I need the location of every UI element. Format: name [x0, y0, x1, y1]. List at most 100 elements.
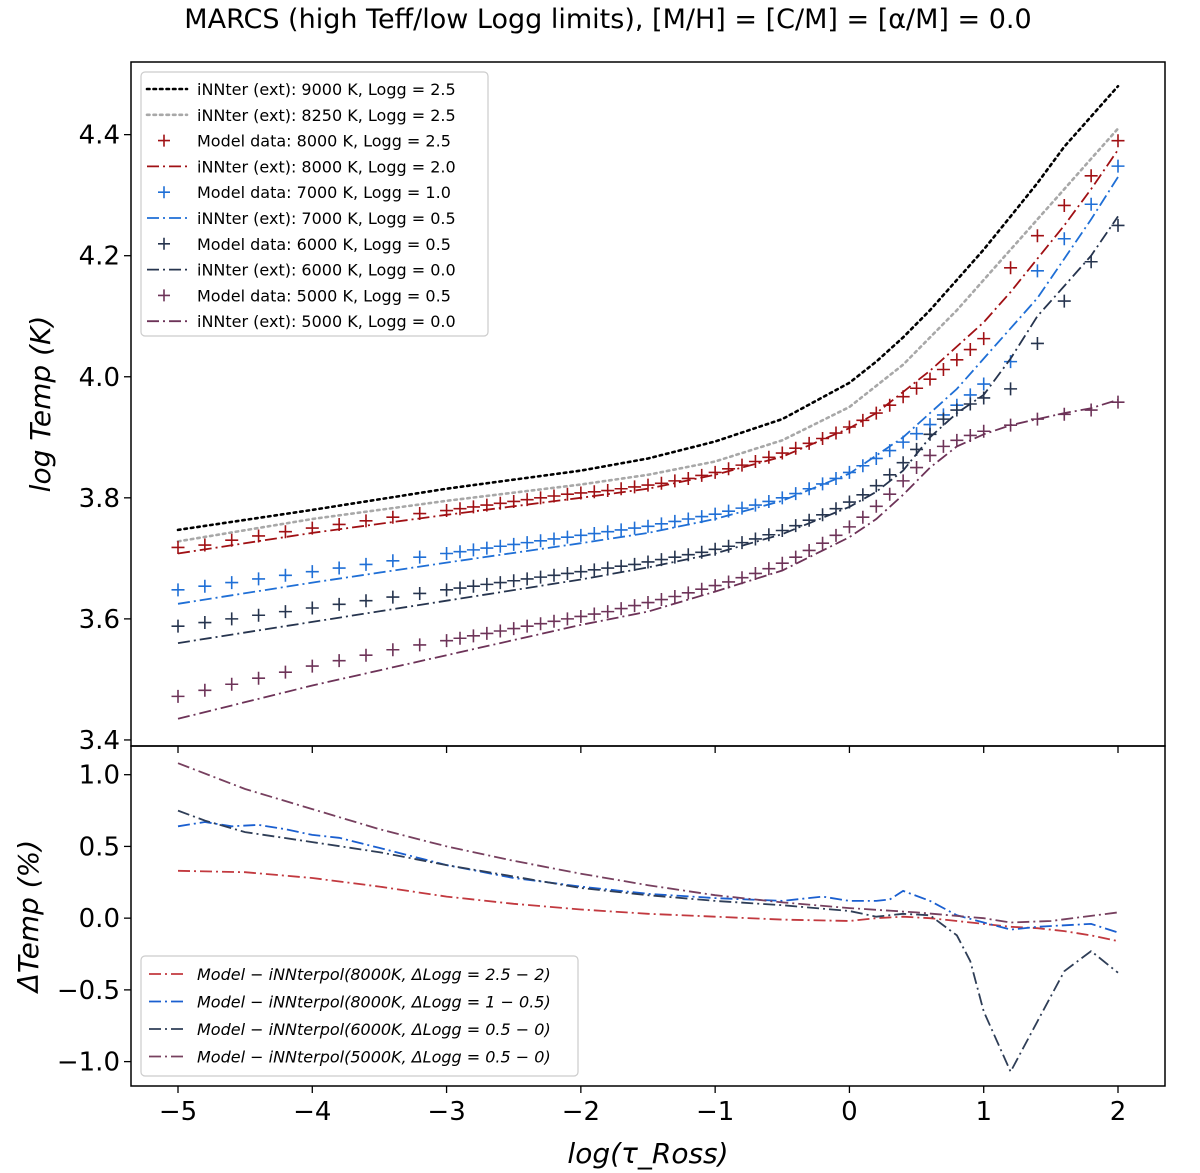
data-point-marker	[1084, 169, 1098, 183]
bottom-panel: −5 −4 −3 −2 −1 0 1 2 −1.0 −0.5 0.0 0.5 1.0 ΔTemp (%) l…	[12, 745, 1166, 1170]
data-point-marker	[856, 488, 870, 502]
data-point-marker	[587, 607, 601, 621]
data-point-marker	[708, 507, 722, 521]
data-point-marker	[171, 619, 185, 633]
data-point-marker	[628, 557, 642, 571]
data-point-marker	[386, 590, 400, 604]
data-point-marker	[413, 586, 427, 600]
legend-entry-label: Model − iNNterpol(6000K, ΔLogg = 0.5 − 0…	[197, 1020, 551, 1039]
data-point-marker	[775, 524, 789, 538]
data-point-marker	[936, 362, 950, 376]
data-point-marker	[547, 532, 561, 546]
data-point-marker	[748, 532, 762, 546]
data-point-marker	[493, 624, 507, 638]
data-point-marker	[883, 487, 897, 501]
series-line	[176, 127, 1120, 543]
data-point-marker	[560, 530, 574, 544]
data-point-marker	[963, 343, 977, 357]
data-point-marker	[1084, 403, 1098, 417]
data-point-marker	[910, 381, 924, 395]
legend-entry-label: iNNter (ext): 5000 K, Logg = 0.0	[197, 312, 456, 331]
data-point-marker	[520, 536, 534, 550]
x-tick-label: −1	[696, 1097, 734, 1127]
data-point-marker	[574, 609, 588, 623]
data-point-marker	[587, 527, 601, 541]
data-point-marker	[198, 616, 212, 630]
data-point-marker	[923, 372, 937, 386]
legend-entry-label: iNNter (ext): 8000 K, Logg = 2.0	[197, 157, 456, 176]
legend-box	[140, 955, 579, 1077]
data-point-marker	[896, 456, 910, 470]
data-point-marker	[722, 539, 736, 553]
data-point-marker	[695, 468, 709, 482]
data-point-marker	[762, 494, 776, 508]
y-tick-label: −0.5	[57, 976, 120, 1006]
series-line	[177, 215, 1119, 644]
data-point-marker	[641, 519, 655, 533]
data-point-marker	[534, 534, 548, 548]
data-point-marker	[641, 478, 655, 492]
chart-title: MARCS (high Teff/low Logg limits), [M/H]…	[184, 4, 1031, 35]
data-point-marker	[466, 579, 480, 593]
x-tick-label: −5	[159, 1097, 197, 1127]
data-point-marker	[816, 536, 830, 550]
data-point-marker	[695, 582, 709, 596]
data-point-marker	[560, 487, 574, 501]
data-point-marker	[440, 583, 454, 597]
legend-marker	[158, 289, 170, 302]
data-point-marker	[453, 502, 467, 516]
data-point-marker	[507, 574, 521, 588]
legend-entry-label: iNNter (ext): 6000 K, Logg = 0.0	[197, 261, 456, 280]
y-tick-label: 0.0	[79, 904, 120, 934]
data-point-marker	[520, 619, 534, 633]
data-point-marker	[386, 510, 400, 524]
series-line	[177, 149, 1119, 555]
data-point-marker	[413, 638, 427, 652]
data-point-marker	[1057, 232, 1071, 246]
data-point-marker	[748, 566, 762, 580]
data-point-marker	[278, 665, 292, 679]
x-tick-label: −2	[562, 1097, 600, 1127]
plot-frame	[130, 745, 1166, 1087]
data-point-marker	[466, 543, 480, 557]
data-point-marker	[816, 508, 830, 522]
data-point-marker	[1004, 382, 1018, 396]
data-point-marker	[507, 622, 521, 636]
data-point-marker	[829, 502, 843, 516]
legend-entry-label: Model data: 6000 K, Logg = 0.5	[197, 235, 451, 254]
data-point-marker	[601, 484, 615, 498]
data-point-marker	[1030, 336, 1044, 350]
data-point-marker	[305, 565, 319, 579]
data-point-marker	[574, 565, 588, 579]
y-tick-label: 1.0	[79, 761, 120, 791]
legend-marker	[158, 134, 170, 147]
series-line	[177, 762, 1119, 924]
data-point-marker	[789, 550, 803, 564]
data-point-marker	[628, 480, 642, 494]
data-point-marker	[480, 577, 494, 591]
data-point-marker	[587, 563, 601, 577]
data-point-marker	[1111, 218, 1125, 232]
data-point-marker	[896, 474, 910, 488]
series-line	[177, 809, 1119, 1074]
legend-entry-label: iNNter (ext): 7000 K, Logg = 0.5	[197, 209, 456, 228]
data-point-marker	[668, 474, 682, 488]
data-point-marker	[252, 671, 266, 685]
data-point-marker	[762, 562, 776, 576]
data-point-marker	[198, 579, 212, 593]
x-axis-label: log(τ_Ross)	[567, 1137, 728, 1170]
plot-area	[177, 762, 1119, 1074]
data-point-marker	[507, 537, 521, 551]
legend-entry-label: Model − iNNterpol(5000K, ΔLogg = 0.5 − 0…	[197, 1048, 551, 1067]
data-point-marker	[198, 683, 212, 697]
data-point-marker	[305, 659, 319, 673]
data-point-marker	[1030, 264, 1044, 278]
data-point-marker	[668, 550, 682, 564]
data-point-marker	[950, 433, 964, 447]
data-point-marker	[359, 514, 373, 528]
data-point-marker	[1004, 261, 1018, 275]
data-point-marker	[547, 614, 561, 628]
data-point-marker	[225, 612, 239, 626]
data-point-marker	[654, 517, 668, 531]
